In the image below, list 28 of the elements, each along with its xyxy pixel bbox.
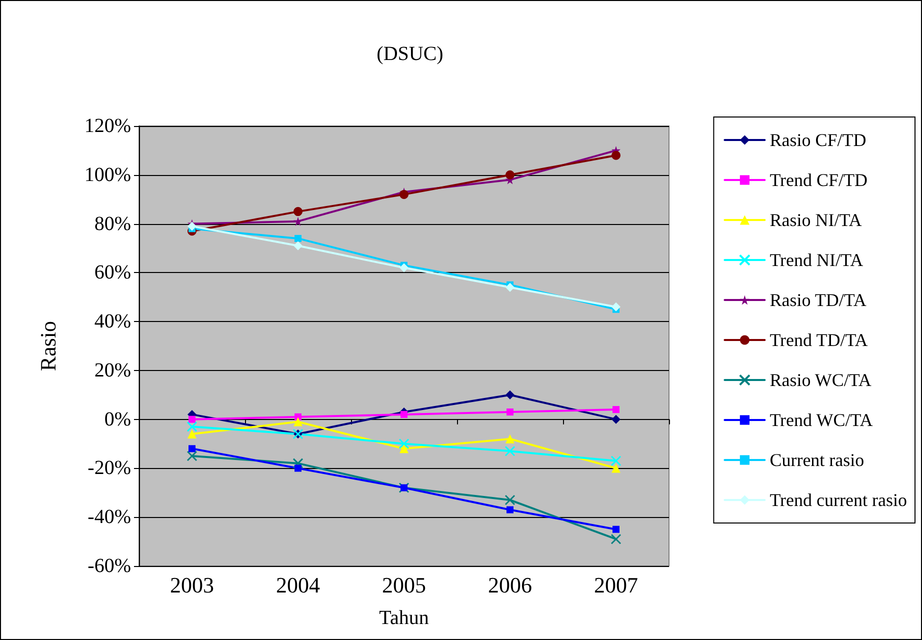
y-tick-label: 120% — [84, 115, 131, 137]
y-tick-label: 40% — [94, 310, 131, 333]
y-tick-label: 80% — [94, 212, 131, 235]
legend-label: Rasio WC/TA — [770, 370, 872, 390]
y-tick-label: -20% — [88, 457, 131, 480]
x-tick-label: 2004 — [276, 572, 320, 598]
legend-label: Rasio TD/TA — [770, 290, 866, 310]
chart-title: (DSUC) — [376, 43, 444, 65]
x-tick-label: 2007 — [594, 572, 638, 598]
legend-label: Rasio NI/TA — [770, 210, 862, 230]
legend-label: Trend current rasio — [770, 490, 908, 510]
y-tick-label: 0% — [104, 408, 131, 430]
legend-label: Trend TD/TA — [770, 330, 868, 350]
legend-label: Trend NI/TA — [770, 250, 864, 270]
x-tick-label: 2006 — [488, 572, 532, 598]
x-axis-title: Tahun — [379, 607, 429, 629]
x-tick-label: 2003 — [170, 572, 214, 598]
y-tick-label: 60% — [94, 262, 131, 284]
y-tick-label: -40% — [88, 506, 131, 528]
legend-label: Current rasio — [770, 450, 864, 470]
legend-label: Trend WC/TA — [770, 410, 873, 430]
y-tick-label: 20% — [94, 359, 131, 382]
y-tick-label: -60% — [88, 555, 131, 577]
y-axis-title: Rasio — [36, 320, 60, 372]
y-tick-label: 100% — [84, 164, 131, 186]
legend-label: Rasio CF/TD — [770, 130, 866, 150]
x-tick-label: 2005 — [382, 572, 426, 598]
legend-label: Trend CF/TD — [770, 170, 868, 190]
